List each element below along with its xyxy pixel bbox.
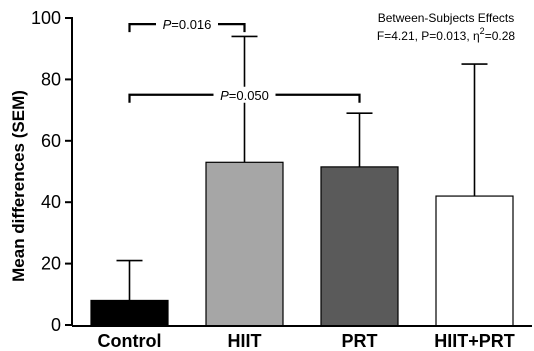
bar-hiit: [205, 161, 284, 327]
y-tick-label: 40: [41, 192, 61, 212]
x-category-label: HIIT+PRT: [434, 331, 515, 351]
stats-annotation-line1: Between-Subjects Effects: [378, 11, 515, 25]
comparison-p-value: P=0.050: [220, 88, 269, 103]
y-tick-label: 100: [31, 8, 61, 28]
bars-layer: [90, 161, 514, 327]
comparison-label-bg: [213, 86, 276, 103]
y-tick-label: 80: [41, 69, 61, 89]
stats-annotation-suffix: =0.28: [485, 29, 516, 43]
bar-hiit-prt: [435, 195, 514, 327]
comparison-p-value: P=0.016: [163, 17, 212, 32]
comparison-brackets: P=0.016 P=0.050: [128, 16, 361, 103]
error-bars-layer: [116, 35, 488, 301]
bar-prt: [320, 166, 399, 327]
bar-control: [90, 299, 169, 327]
stats-annotation-superscript: 2: [480, 26, 485, 36]
x-category-label: PRT: [342, 331, 378, 351]
y-tick-label: 60: [41, 131, 61, 151]
y-tick-label: 20: [41, 254, 61, 274]
y-ticks: 0 20 40 60 80 100: [31, 8, 72, 335]
x-category-label: HIIT: [228, 331, 262, 351]
y-tick-label: 0: [51, 315, 61, 335]
stats-annotation-line2: F=4.21, P=0.013, η2=0.28: [377, 26, 515, 43]
x-category-labels: Control HIIT PRT HIIT+PRT: [98, 331, 515, 351]
comparison-label-bg: [156, 16, 218, 33]
x-category-label: Control: [98, 331, 162, 351]
axes: [71, 17, 532, 327]
y-axis-label: Mean differences (SEM): [9, 90, 28, 282]
stats-annotation-prefix: F=4.21, P=0.013, η: [377, 29, 480, 43]
